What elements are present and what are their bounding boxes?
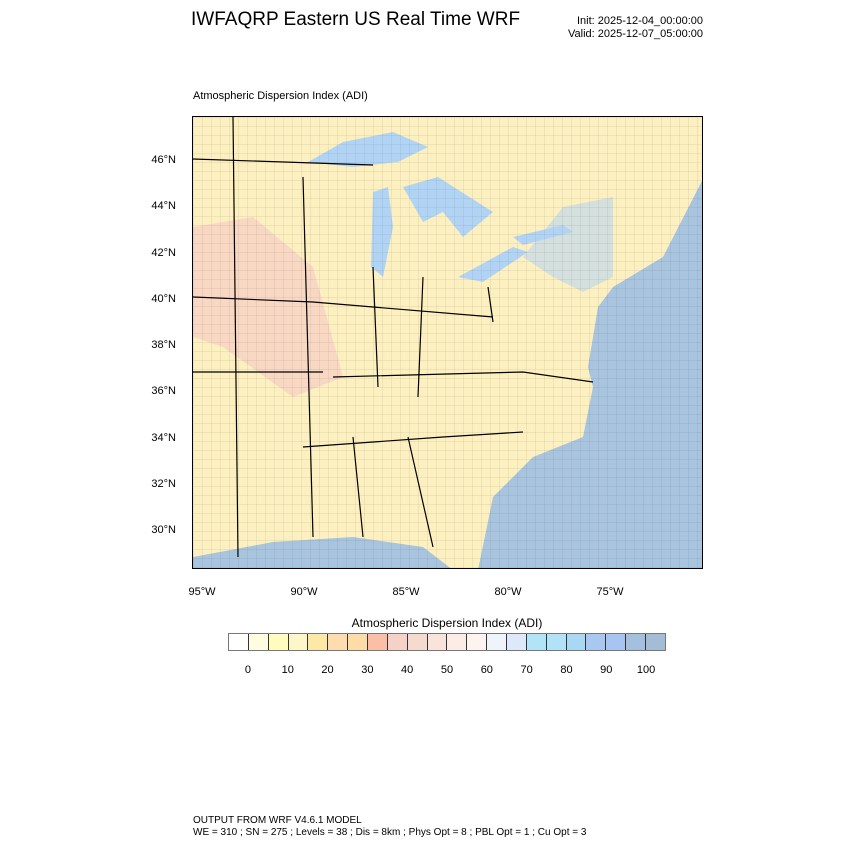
colorbar-label: 70 xyxy=(520,664,533,676)
colorbar-label: 100 xyxy=(636,664,656,676)
lat-label: 30°N xyxy=(151,524,176,536)
map-svg xyxy=(193,117,702,568)
colorbar-box xyxy=(268,634,289,650)
lon-label: 90°W xyxy=(290,586,318,598)
lat-label: 40°N xyxy=(151,293,176,305)
colorbar-box xyxy=(229,634,249,650)
colorbar xyxy=(228,633,666,651)
colorbar-label: 10 xyxy=(281,664,294,676)
lat-label: 46°N xyxy=(151,154,176,166)
colorbar-box xyxy=(288,634,309,650)
colorbar-title: Atmospheric Dispersion Index (ADI) xyxy=(351,616,543,630)
colorbar-label: 90 xyxy=(600,664,613,676)
colorbar-box xyxy=(566,634,587,650)
lat-label: 32°N xyxy=(151,478,176,490)
colorbar-box xyxy=(507,634,527,650)
colorbar-box xyxy=(646,634,665,650)
colorbar-box xyxy=(487,634,508,650)
model-settings: WE = 310 ; SN = 275 ; Levels = 38 ; Dis … xyxy=(193,827,587,838)
colorbar-box xyxy=(308,634,329,650)
colorbar-label: 20 xyxy=(321,664,334,676)
plot-title: IWFAQRP Eastern US Real Time WRF xyxy=(191,9,521,30)
colorbar-label: 30 xyxy=(361,664,374,676)
colorbar-box xyxy=(427,634,448,650)
colorbar-label: 60 xyxy=(480,664,493,676)
colorbar-box xyxy=(387,634,408,650)
state-boundaries xyxy=(193,117,594,558)
colorbar-label: 40 xyxy=(401,664,414,676)
time-info: Init: 2025-12-04_00:00:00 Valid: 2025-12… xyxy=(568,15,703,41)
colorbar-box xyxy=(348,634,369,650)
lat-label: 42°N xyxy=(151,247,176,259)
colorbar-box xyxy=(546,634,567,650)
map-subtitle: Atmospheric Dispersion Index (ADI) xyxy=(193,90,368,102)
model-version: OUTPUT FROM WRF V4.6.1 MODEL xyxy=(193,815,362,826)
colorbar-box xyxy=(368,634,388,650)
colorbar-label: 50 xyxy=(440,664,454,676)
colorbar-box xyxy=(328,634,349,650)
colorbar-label: 80 xyxy=(560,664,573,676)
county-boundaries xyxy=(193,117,702,568)
colorbar-box xyxy=(467,634,488,650)
colorbar-label: 0 xyxy=(244,664,251,676)
lat-label: 36°N xyxy=(151,385,176,397)
lon-label: 95°W xyxy=(188,586,216,598)
model-info: OUTPUT FROM WRF V4.6.1 MODEL WE = 310 ; … xyxy=(193,815,586,839)
colorbar-box xyxy=(626,634,647,650)
lon-label: 85°W xyxy=(392,586,420,598)
colorbar-box xyxy=(526,634,547,650)
lon-label: 80°W xyxy=(494,586,522,598)
colorbar-box xyxy=(447,634,468,650)
colorbar-box xyxy=(606,634,627,650)
init-time: Init: 2025-12-04_00:00:00 xyxy=(577,15,703,27)
valid-time: Valid: 2025-12-07_05:00:00 xyxy=(568,28,703,40)
lon-label: 75°W xyxy=(596,586,624,598)
lat-label: 38°N xyxy=(151,339,176,351)
lat-label: 44°N xyxy=(151,200,176,212)
map-plot xyxy=(192,116,703,569)
colorbar-box xyxy=(407,634,428,650)
colorbar-box xyxy=(248,634,269,650)
lat-label: 34°N xyxy=(151,432,176,444)
colorbar-box xyxy=(586,634,607,650)
